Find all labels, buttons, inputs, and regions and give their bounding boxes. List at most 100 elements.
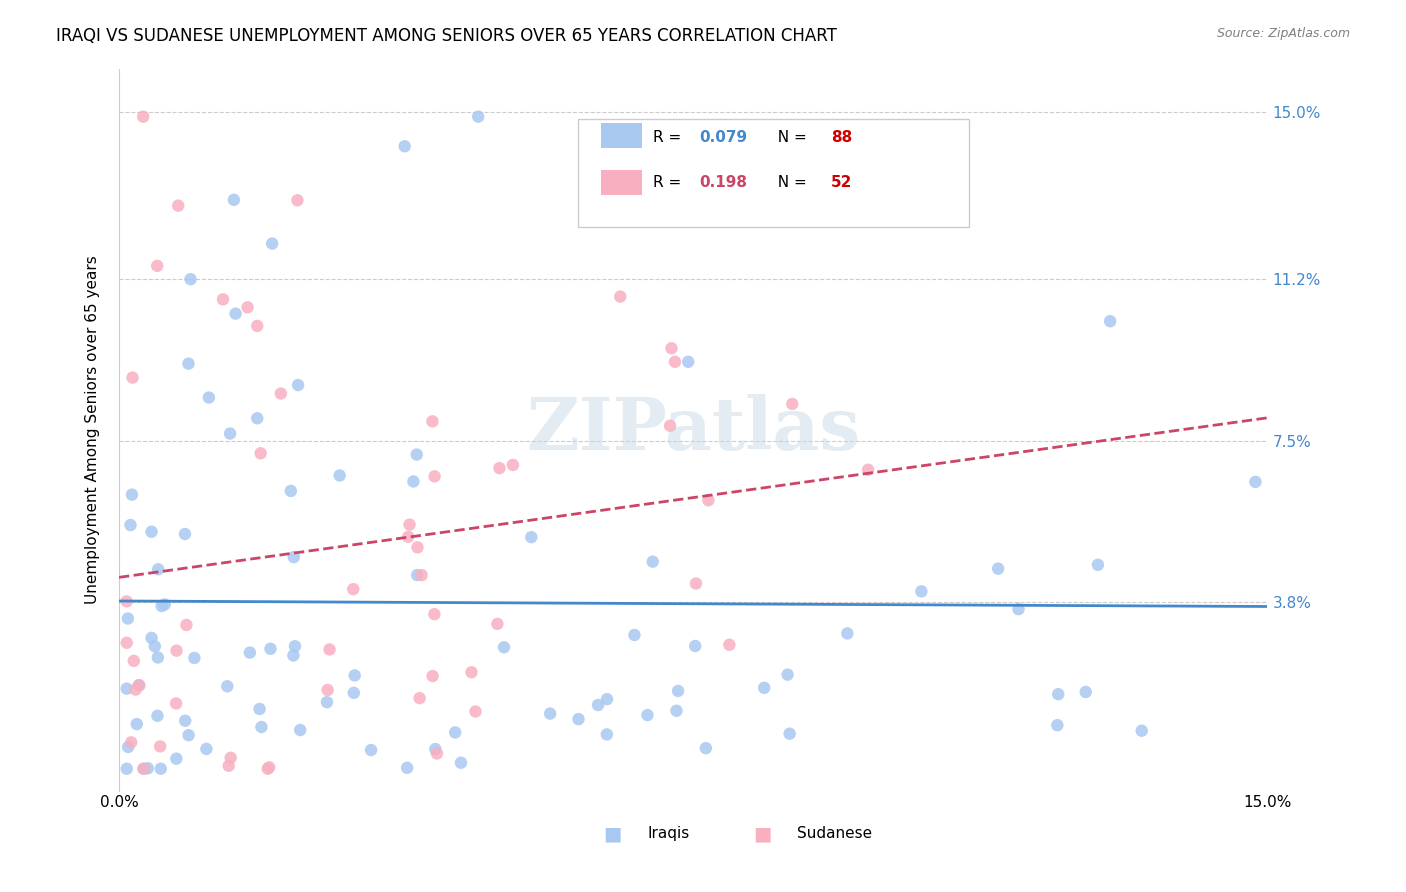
Sudanese (132, 110, 155, 124)
Iraqis (153, 598, 176, 612)
Sudanese (342, 582, 364, 596)
Iraqis (177, 357, 200, 371)
Sudanese (609, 289, 631, 303)
Iraqis (402, 475, 425, 489)
Sudanese (128, 678, 150, 692)
Sudanese (257, 760, 280, 774)
Sudanese (406, 541, 429, 555)
Sudanese (664, 355, 686, 369)
Sudanese (460, 665, 482, 680)
Sudanese (411, 568, 433, 582)
Iraqis (1047, 687, 1070, 701)
Iraqis (250, 720, 273, 734)
Sudanese (167, 199, 190, 213)
Bar (602, 169, 641, 194)
Sudanese (422, 669, 444, 683)
Iraqis (1099, 314, 1122, 328)
Iraqis (146, 650, 169, 665)
Iraqis (115, 762, 138, 776)
Sudanese (685, 576, 707, 591)
Iraqis (259, 641, 281, 656)
Sudanese (486, 616, 509, 631)
Iraqis (666, 684, 689, 698)
Iraqis (641, 555, 664, 569)
Sudanese (718, 638, 741, 652)
Iraqis (121, 488, 143, 502)
Text: 88: 88 (831, 129, 852, 145)
Iraqis (360, 743, 382, 757)
Iraqis (217, 679, 239, 693)
Iraqis (146, 562, 169, 576)
Iraqis (596, 692, 619, 706)
Bar (602, 123, 641, 148)
Iraqis (283, 648, 305, 663)
Text: ZIPatlas: ZIPatlas (526, 394, 860, 465)
Iraqis (146, 708, 169, 723)
Iraqis (329, 468, 352, 483)
Iraqis (695, 741, 717, 756)
Text: N =: N = (768, 175, 811, 190)
Text: ■: ■ (603, 824, 621, 844)
Sudanese (124, 682, 146, 697)
Iraqis (174, 714, 197, 728)
Sudanese (166, 643, 188, 657)
Iraqis (222, 193, 245, 207)
Text: Source: ZipAtlas.com: Source: ZipAtlas.com (1216, 27, 1350, 40)
Iraqis (198, 391, 221, 405)
Iraqis (637, 708, 659, 723)
Sudanese (146, 259, 169, 273)
Sudanese (697, 493, 720, 508)
Iraqis (249, 702, 271, 716)
Iraqis (586, 698, 609, 712)
Sudanese (236, 301, 259, 315)
Iraqis (567, 712, 589, 726)
Iraqis (987, 562, 1010, 576)
Sudanese (122, 654, 145, 668)
Text: Sudanese: Sudanese (797, 826, 872, 841)
Iraqis (316, 695, 339, 709)
Iraqis (645, 178, 668, 193)
Iraqis (219, 426, 242, 441)
Iraqis (125, 717, 148, 731)
Iraqis (136, 761, 159, 775)
Sudanese (249, 446, 271, 460)
Iraqis (290, 723, 312, 737)
Iraqis (180, 272, 202, 286)
Iraqis (280, 483, 302, 498)
Iraqis (596, 727, 619, 741)
Sudanese (132, 762, 155, 776)
Iraqis (195, 742, 218, 756)
Text: ■: ■ (754, 824, 772, 844)
Sudanese (856, 463, 879, 477)
Iraqis (406, 568, 429, 582)
Iraqis (837, 626, 859, 640)
Sudanese (464, 705, 486, 719)
Sudanese (426, 747, 449, 761)
Sudanese (502, 458, 524, 472)
Sudanese (120, 735, 142, 749)
Iraqis (239, 646, 262, 660)
Sudanese (423, 607, 446, 622)
Iraqis (246, 411, 269, 425)
Sudanese (659, 418, 682, 433)
Iraqis (910, 584, 932, 599)
Sudanese (423, 469, 446, 483)
Sudanese (270, 386, 292, 401)
Iraqis (177, 728, 200, 742)
Iraqis (287, 378, 309, 392)
Sudanese (661, 341, 683, 355)
Sudanese (256, 762, 278, 776)
Iraqis (776, 667, 799, 681)
Iraqis (132, 762, 155, 776)
Iraqis (394, 139, 416, 153)
Sudanese (396, 530, 419, 544)
Iraqis (444, 725, 467, 739)
Text: Iraqis: Iraqis (647, 826, 689, 841)
Iraqis (115, 681, 138, 696)
Sudanese (398, 517, 420, 532)
Iraqis (396, 761, 419, 775)
Iraqis (1074, 685, 1097, 699)
Text: 0.198: 0.198 (699, 175, 747, 190)
Iraqis (120, 518, 142, 533)
Iraqis (343, 686, 366, 700)
